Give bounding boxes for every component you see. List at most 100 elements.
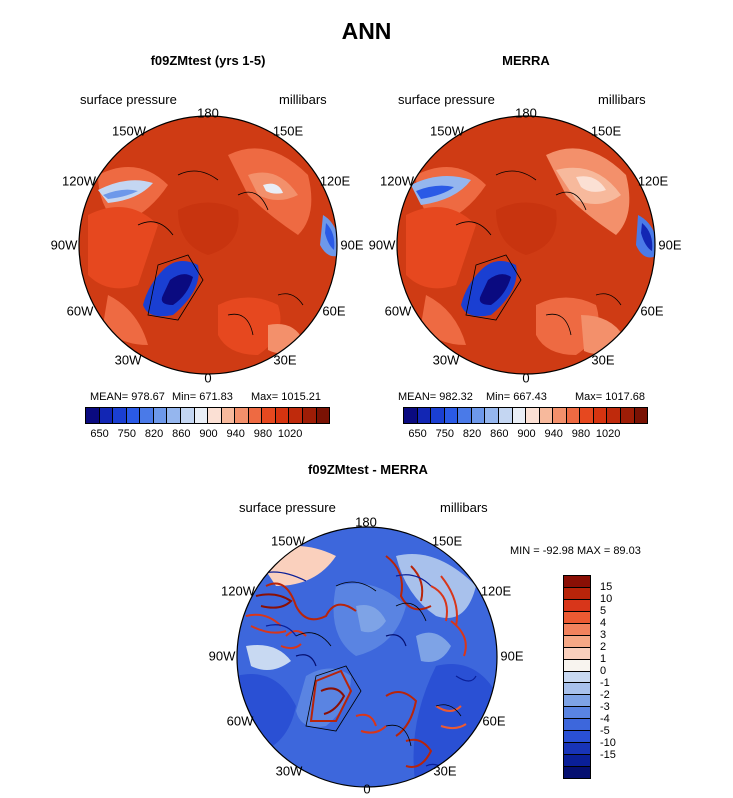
panel-2-colorbar-swatch: [607, 408, 621, 423]
panel-2-colorbar-swatch: [553, 408, 567, 423]
panel-3-colorbar-tick-label: 4: [600, 617, 607, 629]
panel-3-minmax: MIN = -92.98 MAX = 89.03: [510, 545, 641, 557]
panel-1-colorbar-swatch: [99, 408, 114, 423]
panel-1-colorbar-swatch: [86, 408, 100, 423]
panel-1-mean: MEAN= 978.67: [90, 391, 165, 403]
panel-1-colorbar-swatch: [303, 408, 317, 423]
panel-2-colorbar-swatch: [526, 408, 540, 423]
panel-3-left-label: surface pressure: [239, 500, 336, 515]
panel-2-colorbar: [403, 407, 648, 424]
panel-1-colorbar-swatch: [180, 408, 195, 423]
panel-3-lon-60e: 60E: [482, 713, 506, 729]
panel-1-colorbar-swatch: [248, 408, 263, 423]
panel-1-lon-30e: 30E: [273, 352, 297, 368]
panel-2-colorbar-tick-label: 1020: [595, 428, 621, 440]
panel-1-colorbar-tick-label: 650: [90, 428, 109, 440]
panel-1-colorbar-tick-label: 820: [144, 428, 164, 440]
panel-1-title: f09ZMtest (yrs 1-5): [150, 53, 266, 68]
panel-2-lon-120e: 120E: [637, 173, 669, 189]
panel-2-left-label: surface pressure: [398, 92, 495, 107]
panel-3-colorbar-tick-label: 0: [600, 665, 607, 677]
panel-1-colorbar-swatch: [316, 408, 330, 423]
panel-2-lon-90w: 90W: [368, 237, 396, 253]
panel-2-colorbar-tick-label: 750: [435, 428, 455, 440]
panel-3-lon-180: 180: [355, 514, 377, 530]
panel-1-colorbar-swatch: [235, 408, 249, 423]
panel-1-max: Max= 1015.21: [251, 391, 322, 403]
panel-1-colorbar-tick-label: 750: [117, 428, 137, 440]
panel-2-colorbar-tick-label: 980: [571, 428, 591, 440]
panel-3-colorbar-swatch: [564, 767, 590, 778]
panel-3-lon-150e: 150E: [431, 533, 463, 549]
panel-2-colorbar-swatch: [404, 408, 418, 423]
panel-3-colorbar: [563, 575, 591, 779]
panel-3-polar-map: [236, 526, 498, 788]
panel-1-colorbar-swatch: [113, 408, 127, 423]
panel-2-colorbar-swatch: [498, 408, 513, 423]
panel-2-colorbar-tick-label: 650: [408, 428, 427, 440]
panel-2-lon-60e: 60E: [640, 303, 664, 319]
panel-2-lon-30e: 30E: [591, 352, 615, 368]
panel-3-lon-90e: 90E: [500, 648, 524, 664]
panel-2-colorbar-swatch: [485, 408, 499, 423]
panel-1-lon-150e: 150E: [272, 123, 304, 139]
panel-2-colorbar-swatch: [444, 408, 459, 423]
panel-2-right-label: millibars: [598, 92, 646, 107]
panel-2-lon-90e: 90E: [658, 237, 682, 253]
panel-3-colorbar-swatch: [564, 623, 590, 636]
panel-1-colorbar-swatch: [275, 408, 290, 423]
panel-3-lon-120w: 120W: [221, 583, 255, 599]
figure-title: ANN: [341, 18, 392, 44]
panel-1-colorbar-swatch: [140, 408, 154, 423]
panel-2-mean: MEAN= 982.32: [398, 391, 473, 403]
panel-2-colorbar-swatch: [431, 408, 445, 423]
panel-1-colorbar-tick-label: 980: [253, 428, 273, 440]
panel-3-colorbar-tick-label: -2: [600, 689, 610, 701]
panel-2-lon-150w: 150W: [430, 123, 464, 139]
panel-1-lon-60w: 60W: [66, 303, 94, 319]
panel-3-lon-60w: 60W: [226, 713, 254, 729]
panel-2-lon-180: 180: [515, 105, 537, 121]
panel-2-colorbar-swatch: [566, 408, 581, 423]
panel-3-colorbar-tick-label: -15: [600, 749, 616, 761]
panel-2-colorbar-swatch: [634, 408, 648, 423]
panel-3-colorbar-swatch: [564, 683, 590, 696]
panel-3-lon-120e: 120E: [480, 583, 512, 599]
panel-1-colorbar-swatch: [221, 408, 236, 423]
panel-3-lon-0: 0: [363, 781, 371, 797]
panel-3-colorbar-tick-label: -1: [600, 677, 610, 689]
panel-2-colorbar-tick-label: 940: [544, 428, 563, 440]
panel-1-colorbar-swatch: [194, 408, 209, 423]
panel-3-colorbar-swatch: [564, 647, 590, 660]
panel-1-colorbar-tick-label: 940: [226, 428, 245, 440]
panel-3-colorbar-tick-label: 5: [600, 605, 607, 617]
panel-1-lon-120w: 120W: [62, 173, 96, 189]
panel-3-colorbar-swatch: [564, 743, 590, 756]
panel-3-lon-150w: 150W: [271, 533, 305, 549]
panel-1-left-label: surface pressure: [80, 92, 177, 107]
panel-3-colorbar-tick-label: 2: [600, 641, 607, 653]
panel-3-colorbar-swatch: [564, 731, 590, 744]
panel-2-colorbar-swatch: [512, 408, 527, 423]
panel-2-colorbar-swatch: [621, 408, 635, 423]
panel-1-right-label: millibars: [279, 92, 327, 107]
panel-2-min: Min= 667.43: [486, 391, 547, 403]
panel-1-colorbar-swatch: [126, 408, 141, 423]
panel-1-min: Min= 671.83: [172, 391, 233, 403]
panel-1-lon-150w: 150W: [112, 123, 146, 139]
panel-3-colorbar-tick-label: 3: [600, 629, 607, 641]
panel-1-colorbar-tick-label: 900: [199, 428, 218, 440]
panel-3-colorbar-swatch: [564, 611, 590, 624]
panel-1-colorbar-swatch: [208, 408, 222, 423]
panel-3-right-label: millibars: [440, 500, 488, 515]
panel-1-colorbar-swatch: [262, 408, 276, 423]
panel-1-colorbar-tick-label: 1020: [277, 428, 303, 440]
panel-2-colorbar-swatch: [471, 408, 486, 423]
panel-3-colorbar-tick-label: -5: [600, 725, 610, 737]
panel-1-lon-120e: 120E: [319, 173, 351, 189]
panel-3-colorbar-tick-label: -4: [600, 713, 610, 725]
panel-3-colorbar-swatch: [564, 576, 590, 588]
panel-3-colorbar-swatch: [564, 659, 590, 672]
panel-1-lon-90w: 90W: [50, 237, 78, 253]
panel-3-colorbar-tick-label: -10: [600, 737, 616, 749]
